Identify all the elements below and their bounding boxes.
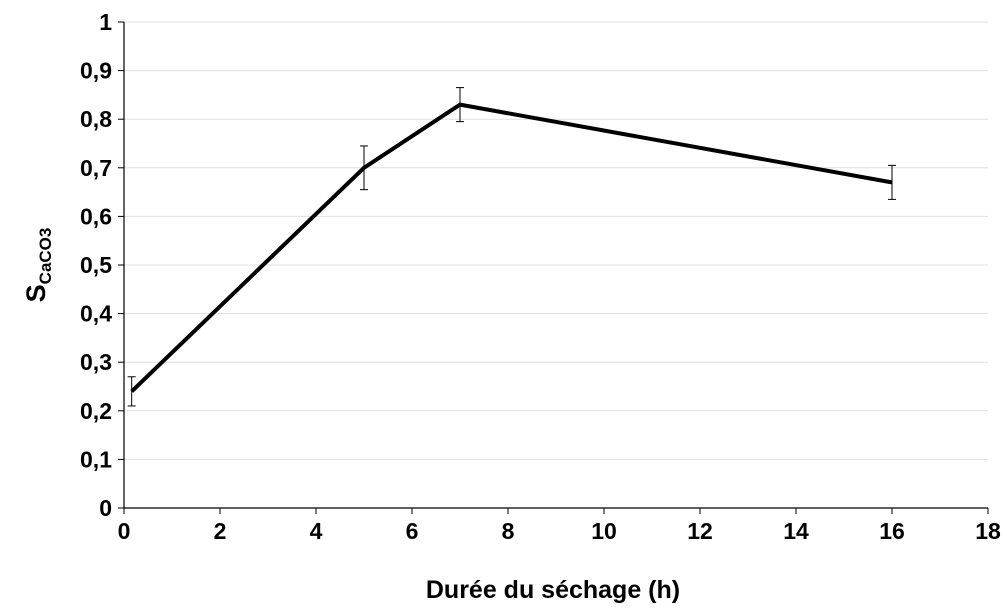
error-bar <box>456 87 464 123</box>
x-tick-label: 14 <box>783 518 809 544</box>
y-axis-title: SCaCO3 <box>21 228 55 303</box>
x-tick-label: 16 <box>879 518 905 544</box>
x-tick-label: 0 <box>118 518 131 544</box>
y-tick-label: 0,9 <box>80 58 112 84</box>
series <box>130 102 893 393</box>
y-tick-label: 1 <box>99 9 112 35</box>
x-tick-label: 6 <box>406 518 419 544</box>
error-bar <box>888 164 896 200</box>
x-tick-label: 18 <box>975 518 1001 544</box>
y-axis-title-main: S <box>21 284 51 302</box>
y-axis-title-subscript: CaCO3 <box>36 228 55 285</box>
axes <box>118 21 989 514</box>
y-tick-label: 0,5 <box>80 252 112 278</box>
x-tick-label: 12 <box>687 518 713 544</box>
error-bar <box>360 145 368 191</box>
y-tick-label: 0,6 <box>80 203 112 229</box>
x-tick-label: 10 <box>591 518 617 544</box>
y-tick-label: 0,2 <box>80 398 112 424</box>
x-tick-label: 2 <box>214 518 227 544</box>
y-tick-labels: 0 0,1 0,2 0,3 0,4 0,5 0,6 0,7 0,8 0,9 1 <box>80 9 112 521</box>
x-tick-label: 4 <box>310 518 323 544</box>
series-line <box>130 102 893 393</box>
y-tick-label: 0 <box>99 495 112 521</box>
x-tick-labels: 0 2 4 6 8 10 12 14 16 18 <box>118 518 1001 544</box>
x-axis-title: Durée du séchage (h) <box>426 576 680 604</box>
y-tick-label: 0,7 <box>80 155 112 181</box>
y-tick-label: 0,1 <box>80 446 112 472</box>
error-bars <box>127 87 896 407</box>
y-tick-label: 0,8 <box>80 106 112 132</box>
x-tick-label: 8 <box>502 518 515 544</box>
error-bar <box>127 376 136 407</box>
y-tick-label: 0,3 <box>80 349 112 375</box>
gridlines <box>124 21 988 460</box>
y-tick-label: 0,4 <box>80 301 112 327</box>
